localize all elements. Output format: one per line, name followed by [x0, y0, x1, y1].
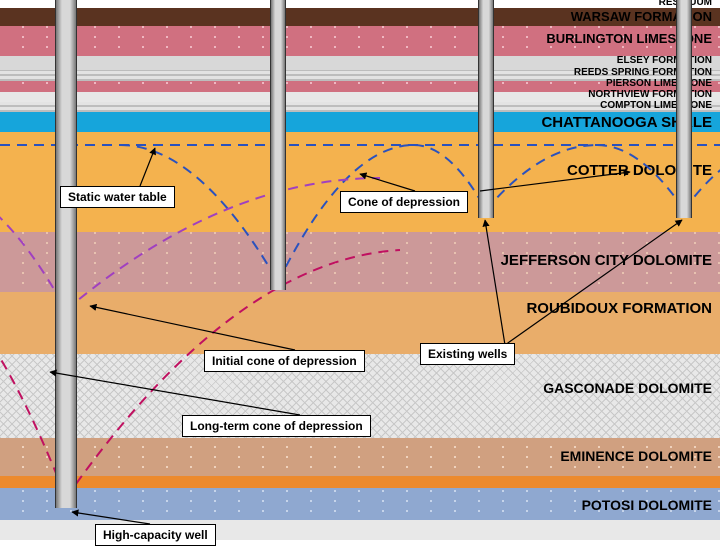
- layer-label-elsey: ELSEY FORMATION: [617, 55, 712, 66]
- callout-static: Static water table: [60, 186, 175, 208]
- layer-label-compton: COMPTON LIMESTONE: [600, 100, 712, 111]
- layer-label-northview: NORTHVIEW FORMATION: [588, 89, 712, 100]
- callout-initial: Initial cone of depression: [204, 350, 365, 372]
- layer-label-pierson: PIERSON LIMESTONE: [606, 78, 712, 89]
- well-w4: [676, 0, 692, 218]
- layer-label-potosi: POTOSI DOLOMITE: [582, 497, 712, 513]
- well-w1: [55, 0, 77, 508]
- layer-label-roubidoux: ROUBIDOUX FORMATION: [526, 300, 712, 317]
- callout-existing: Existing wells: [420, 343, 515, 365]
- layer-label-eminence: EMINENCE DOLOMITE: [560, 448, 712, 464]
- layer-residuum: [0, 0, 720, 8]
- callout-highcap: High-capacity well: [95, 524, 216, 546]
- layer-cotter: [0, 132, 720, 232]
- well-w2: [270, 0, 286, 290]
- layer-label-jeff: JEFFERSON CITY DOLOMITE: [501, 252, 712, 269]
- layer-gap: [0, 476, 720, 488]
- stratigraphy-diagram: RESIDUUMWARSAW FORMATIONBURLINGTON LIMES…: [0, 0, 720, 540]
- well-w3: [478, 0, 494, 218]
- callout-coneDep: Cone of depression: [340, 191, 468, 213]
- callout-longterm: Long-term cone of depression: [182, 415, 371, 437]
- layer-label-gasconade: GASCONADE DOLOMITE: [543, 380, 712, 396]
